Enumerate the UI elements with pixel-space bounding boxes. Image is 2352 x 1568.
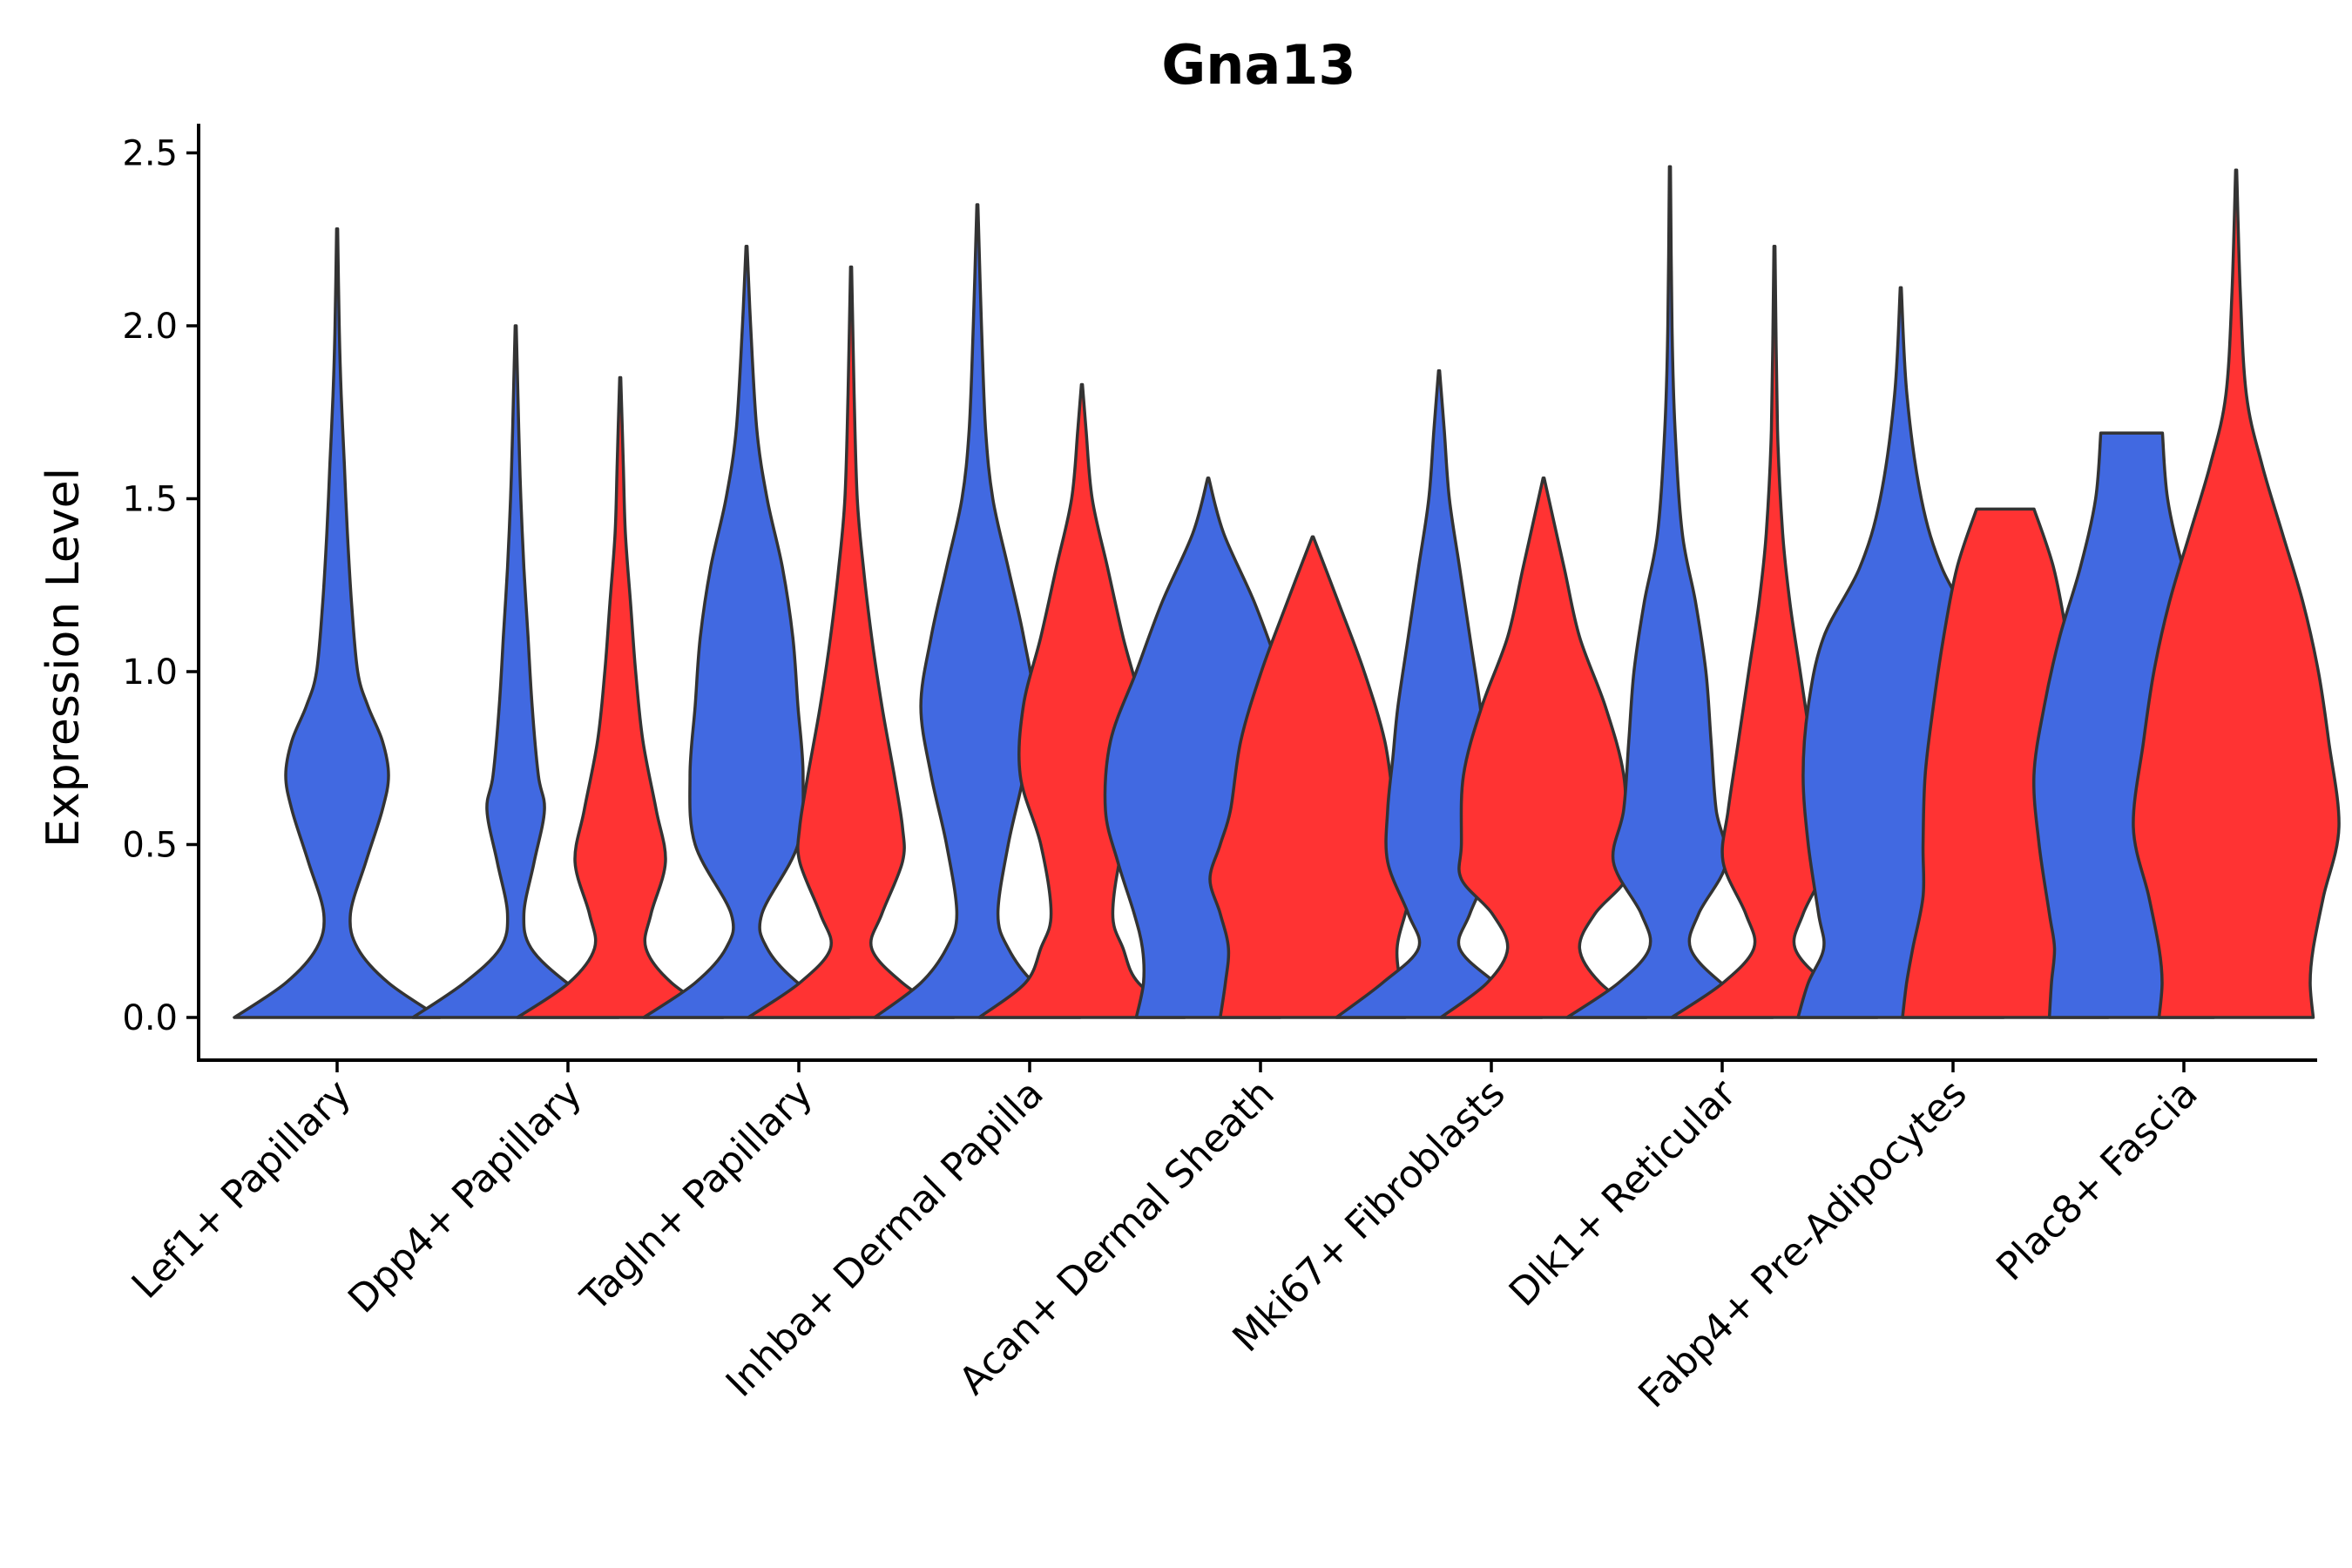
y-ticks: 0.0 0.5 1.0 1.5 2.0 2.5 bbox=[122, 134, 199, 1038]
violin-plac8-fascia-group-2 bbox=[2132, 168, 2341, 1019]
y-tick-label: 2.0 bbox=[122, 307, 178, 347]
violins-layer bbox=[233, 165, 2341, 1019]
y-tick-label: 1.5 bbox=[122, 480, 178, 520]
y-tick-label: 0.5 bbox=[122, 826, 178, 866]
y-axis-label: Expression Level bbox=[37, 468, 90, 848]
violin-lef1-papillary-group-1 bbox=[233, 227, 442, 1019]
violin-tagln-papillary-group-2 bbox=[747, 265, 956, 1019]
x-tick-label-tagln-papillary: Tagln+ Papillary bbox=[572, 1071, 821, 1321]
y-tick-label: 0.0 bbox=[122, 998, 178, 1038]
violin-mki67-fibroblasts-group-2 bbox=[1439, 476, 1648, 1019]
chart-title: Gna13 bbox=[1161, 33, 1355, 97]
x-tick-label-lef1-papillary: Lef1+ Papillary bbox=[124, 1071, 360, 1308]
violin-dpp4-papillary-group-1 bbox=[411, 324, 620, 1019]
x-tick-label-dlk1-reticular: Dlk1+ Reticular bbox=[1501, 1071, 1746, 1315]
y-tick-label: 2.5 bbox=[122, 134, 178, 174]
violin-inhba-dermal-papilla-group-1 bbox=[873, 203, 1082, 1019]
y-tick-label: 1.0 bbox=[122, 652, 178, 693]
x-tick-label-plac8-fascia: Plac8+ Fascia bbox=[1988, 1071, 2207, 1290]
x-tick-label-dpp4-papillary: Dpp4+ Papillary bbox=[340, 1071, 591, 1322]
violin-dpp4-papillary-group-2 bbox=[516, 375, 725, 1019]
